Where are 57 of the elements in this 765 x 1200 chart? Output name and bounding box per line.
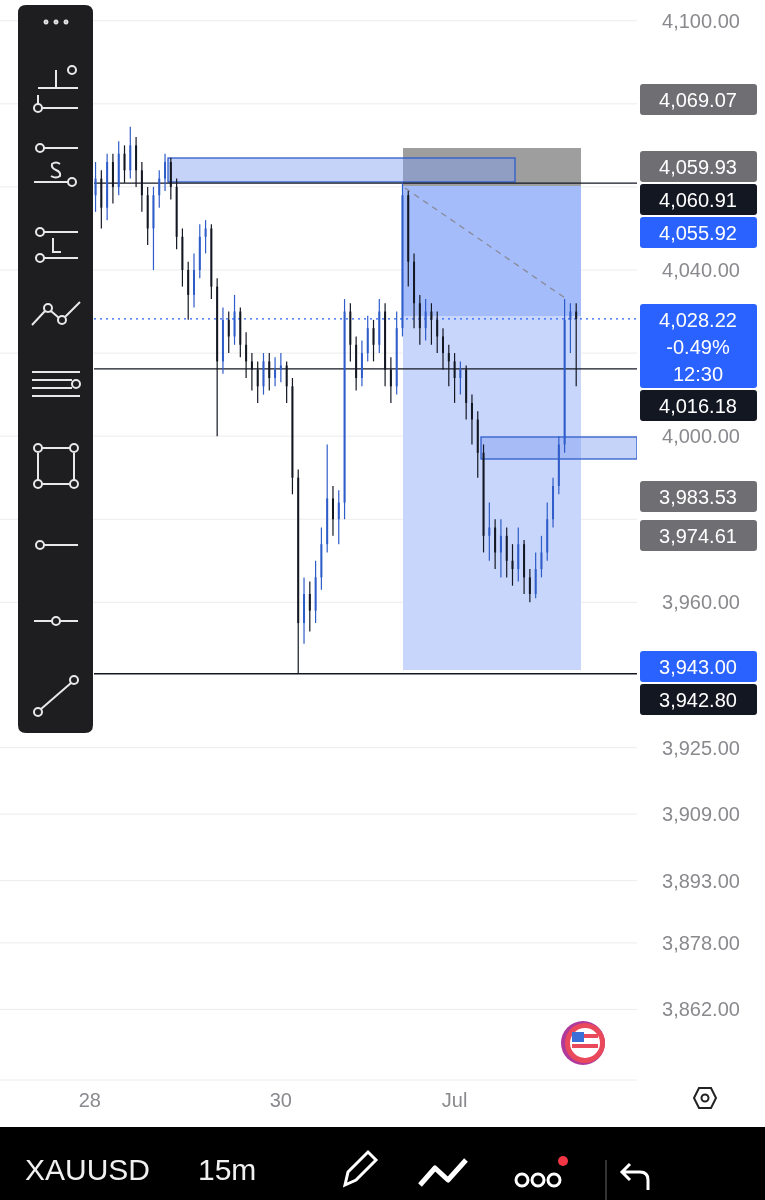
candlestick bbox=[470, 394, 473, 446]
text: -0.49% bbox=[666, 335, 730, 358]
text: 4,055.92 bbox=[659, 222, 737, 244]
candlestick bbox=[233, 294, 236, 346]
y-tick-label: 3,909.00 bbox=[662, 803, 740, 826]
candlestick bbox=[430, 302, 433, 346]
y-tick-label: 3,862.00 bbox=[662, 998, 740, 1021]
candlestick bbox=[569, 302, 572, 354]
x-tick-label: 30 bbox=[269, 1089, 292, 1111]
candlestick bbox=[204, 219, 207, 254]
candlestick bbox=[152, 186, 155, 271]
y-tick-label: 3,878.00 bbox=[662, 931, 740, 954]
y-tick-label: 3,960.00 bbox=[662, 591, 740, 614]
text: 4,059.93 bbox=[659, 156, 737, 178]
candlestick bbox=[401, 182, 404, 338]
candlestick bbox=[227, 310, 230, 354]
y-tick-label: 4,100.00 bbox=[662, 9, 740, 32]
candlestick bbox=[488, 502, 491, 562]
candlestick bbox=[164, 153, 167, 192]
candlestick bbox=[303, 576, 306, 645]
candlestick bbox=[94, 161, 97, 213]
text: XAUUSD bbox=[25, 1153, 151, 1186]
ref-line-label: 4,016.18 bbox=[659, 394, 737, 417]
candlestick bbox=[459, 360, 462, 396]
candlestick bbox=[331, 485, 334, 537]
candlestick bbox=[436, 310, 439, 354]
candlestick bbox=[482, 443, 485, 554]
candlestick bbox=[424, 298, 427, 342]
candlestick bbox=[511, 543, 514, 587]
y-tick-label: 3,925.00 bbox=[662, 736, 740, 759]
candlestick bbox=[279, 352, 282, 383]
x-tick-label: 28 bbox=[78, 1089, 101, 1111]
candlestick bbox=[193, 252, 195, 308]
candlestick bbox=[499, 518, 502, 578]
candlestick bbox=[262, 352, 265, 396]
y-tick-label: 4,040.00 bbox=[662, 259, 740, 281]
y-tick-label: 4,000.00 bbox=[662, 425, 740, 448]
candlestick bbox=[274, 356, 277, 387]
text: 3,943.00 bbox=[659, 656, 737, 678]
candlestick bbox=[372, 319, 375, 362]
text: 15m bbox=[198, 1153, 257, 1186]
x-tick-label: Jul bbox=[441, 1089, 468, 1111]
candlestick bbox=[528, 568, 531, 603]
text: 3,974.61 bbox=[659, 525, 737, 547]
candlestick bbox=[158, 169, 161, 209]
candlestick bbox=[343, 298, 346, 520]
text: 4,069.07 bbox=[659, 89, 737, 111]
candlestick bbox=[291, 377, 294, 495]
ref-line-label: 3,942.80 bbox=[659, 689, 737, 711]
y-tick-label: 3,893.00 bbox=[662, 869, 740, 892]
text: 3,983.53 bbox=[659, 486, 737, 508]
candlestick bbox=[337, 489, 340, 545]
text: 12:30 bbox=[672, 362, 724, 385]
ref-line-label: 4,028.22 bbox=[659, 308, 737, 331]
ref-line-label: 4,060.91 bbox=[659, 189, 737, 211]
candlestick bbox=[540, 535, 543, 578]
candlestick bbox=[308, 580, 311, 632]
